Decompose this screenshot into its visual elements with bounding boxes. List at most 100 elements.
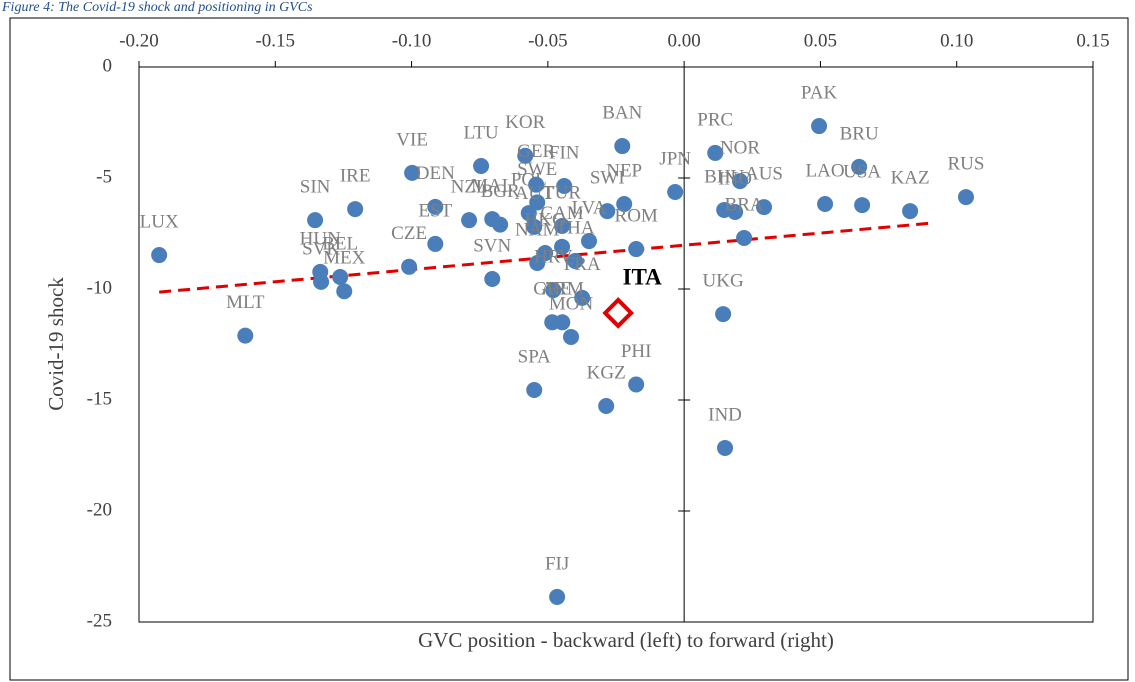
point-label: KGZ [587, 362, 626, 383]
point-label: GRE [533, 279, 571, 300]
point [307, 212, 324, 229]
x-tick-label: 0.00 [668, 30, 701, 51]
x-axis-label: GVC position - backward (left) to forwar… [418, 628, 834, 652]
point [732, 173, 749, 190]
point-label: USA [843, 161, 881, 182]
point-label: RUS [947, 153, 984, 174]
point-label: PAK [801, 82, 838, 103]
highlight-label: ITA [623, 264, 663, 289]
point [427, 235, 444, 252]
point-label: GER [517, 141, 555, 162]
point [707, 144, 724, 161]
point [581, 233, 598, 250]
point [667, 183, 684, 200]
point-label: SWE [517, 159, 557, 180]
point [736, 229, 753, 246]
point [332, 269, 349, 286]
point [851, 158, 868, 175]
point [811, 118, 828, 135]
point [526, 218, 543, 235]
point [817, 195, 834, 212]
point-label: SVK [302, 238, 340, 259]
point-label: JPN [659, 148, 691, 169]
caption: Figure 4: The Covid-19 shock and positio… [1, 0, 313, 15]
point-label: SIN [300, 177, 331, 198]
point-label: IRE [340, 165, 371, 186]
point-label: MAL [471, 175, 513, 196]
point [727, 203, 744, 220]
point [336, 283, 353, 300]
x-tick-label: -0.05 [528, 30, 568, 51]
point [461, 212, 478, 229]
point-label: LTU [463, 122, 498, 143]
point [492, 216, 509, 233]
point [628, 376, 645, 393]
point-label: BHU [704, 166, 744, 187]
point-label: FRA [564, 254, 601, 275]
point-label: NAM [515, 219, 559, 240]
x-tick-label: -0.20 [119, 30, 159, 51]
point [401, 258, 418, 275]
y-axis-label: Covid-19 shock [44, 277, 68, 411]
y-tick-label: -20 [87, 499, 112, 520]
point-label: FIN [549, 142, 580, 163]
point-label: CZE [391, 223, 427, 244]
point-label: AUS [745, 163, 783, 184]
point-label: MON [549, 293, 594, 314]
point-label: LAO [806, 160, 845, 181]
point [529, 194, 546, 211]
point [554, 314, 571, 331]
point [563, 328, 580, 345]
point [347, 201, 364, 218]
highlight-point [602, 297, 635, 329]
point-label: PRC [697, 109, 733, 130]
point-label: EST [418, 200, 452, 221]
point [717, 439, 734, 456]
point-label: MLT [226, 292, 265, 313]
point [313, 273, 330, 290]
point-label: IND [708, 404, 742, 425]
point-label: KAZ [891, 167, 930, 188]
point-label: BAN [602, 102, 642, 123]
point-label: THA [556, 217, 595, 238]
y-tick-label: 0 [103, 55, 113, 76]
point [404, 164, 421, 181]
point-label: UKG [703, 270, 744, 291]
point-label: DEN [416, 163, 455, 184]
point-label: SWI [590, 167, 625, 188]
point-label: MEX [323, 248, 366, 269]
point [484, 271, 501, 288]
point [528, 176, 545, 193]
point-label: BRU [840, 123, 879, 144]
point-label: TUR [543, 182, 581, 203]
point [520, 205, 537, 222]
point [526, 382, 543, 399]
point [556, 177, 573, 194]
point [473, 158, 490, 175]
point-label: BEL [322, 233, 358, 254]
point-label: AUT [515, 183, 554, 204]
point [554, 238, 571, 255]
point-label: NZL [451, 177, 488, 198]
point [517, 147, 534, 164]
point [616, 195, 633, 212]
point [756, 199, 773, 216]
point [529, 255, 546, 272]
point-label: SPA [518, 346, 551, 367]
point-label: BRA [725, 194, 764, 215]
y-tick-label: -15 [87, 388, 112, 409]
y-tick-label: -10 [87, 277, 112, 298]
point-label: VIE [396, 129, 428, 150]
y-tick-label: -25 [87, 610, 112, 631]
y-tick-label: -5 [96, 166, 112, 187]
point-label: ROM [615, 205, 658, 226]
point-label: INO [718, 168, 752, 189]
point [957, 189, 974, 206]
point [598, 397, 615, 414]
point-label: HKG [525, 209, 566, 230]
point-label: ARM [541, 279, 584, 300]
point [599, 203, 616, 220]
point-label: PHI [621, 341, 652, 362]
